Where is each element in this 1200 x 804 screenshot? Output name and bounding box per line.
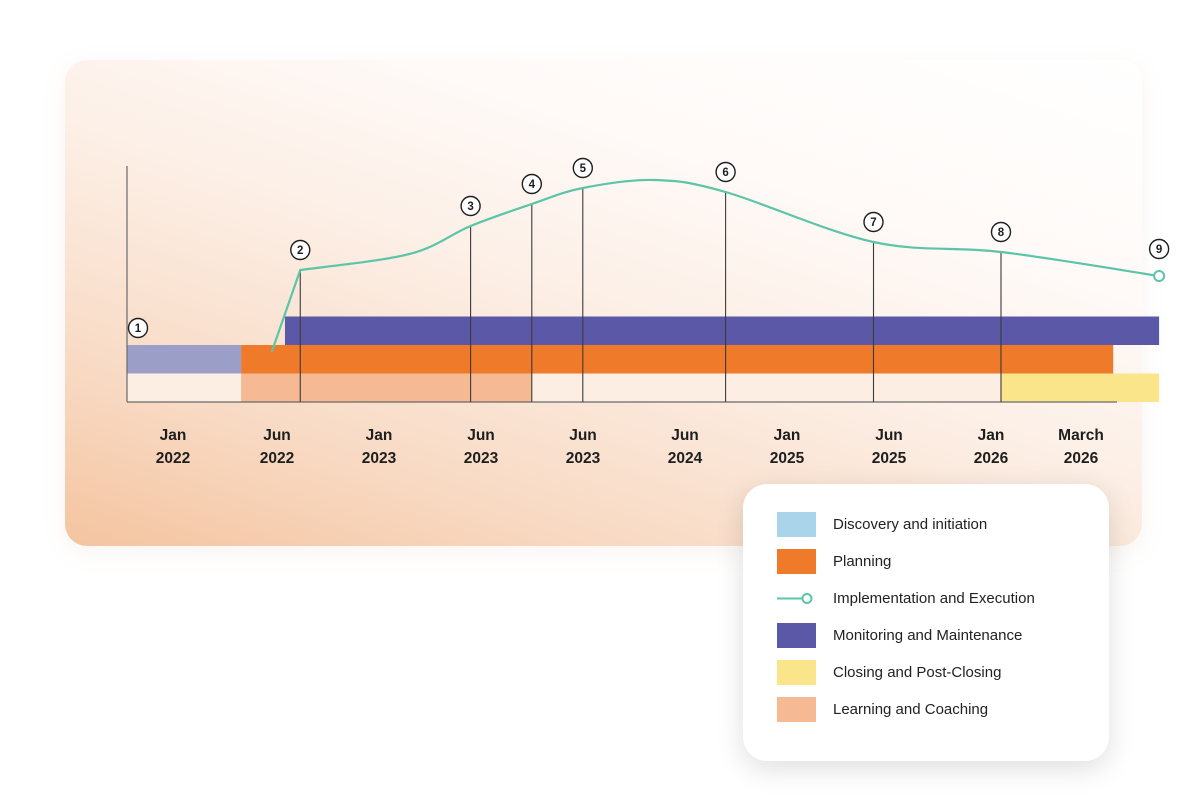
milestone-badge	[715, 161, 736, 183]
x-tick-label: 2025	[872, 450, 907, 467]
milestone-badge	[990, 221, 1012, 243]
legend-item-monitoring: Monitoring and Maintenance	[777, 622, 1109, 648]
legend-label: Discovery and initiation	[833, 515, 988, 533]
curve-end-marker	[1153, 270, 1166, 282]
legend-swatch	[777, 548, 816, 574]
x-tick-label: Jan	[978, 427, 1005, 444]
legend-label: Monitoring and Maintenance	[833, 626, 1023, 644]
legend-label: Closing and Post-Closing	[833, 663, 1002, 681]
legend-swatch	[777, 696, 816, 722]
implementation-curve	[270, 178, 1160, 353]
x-tick-label: 2025	[770, 450, 805, 467]
legend-swatch	[777, 622, 816, 648]
x-tick-label: Jun	[875, 427, 903, 444]
x-tick-label: March	[1058, 427, 1104, 444]
milestone-number: 4	[529, 179, 536, 191]
milestone-badge	[863, 211, 884, 233]
milestone-number: 2	[297, 245, 303, 257]
milestone-badge	[521, 173, 542, 195]
gantt-bar	[1001, 373, 1160, 402]
gantt-bar	[241, 345, 1114, 374]
gantt-bar	[241, 373, 532, 402]
legend-item-planning: Planning	[777, 548, 1109, 574]
milestone-number: 9	[1156, 244, 1162, 256]
milestone-number: 1	[135, 323, 142, 335]
milestone-badge	[460, 195, 481, 217]
gantt-bar	[284, 316, 1160, 345]
milestone-number: 3	[467, 201, 473, 213]
legend-label: Implementation and Execution	[833, 589, 1035, 607]
milestone-number: 7	[870, 217, 876, 229]
milestone-badge	[1148, 238, 1170, 260]
legend-swatch	[777, 659, 816, 685]
x-tick-label: Jan	[774, 427, 801, 444]
x-tick-label: 2026	[974, 450, 1009, 467]
milestone-badge	[127, 317, 149, 339]
x-tick-label: Jan	[160, 427, 187, 444]
legend-label: Learning and Coaching	[833, 700, 989, 718]
x-tick-label: 2023	[362, 450, 397, 467]
legend-item-discovery: Discovery and initiation	[777, 511, 1109, 537]
x-tick-label: Jun	[263, 427, 291, 444]
legend-panel: Discovery and initiation Planning Implem…	[743, 484, 1109, 761]
legend-item-implementation: Implementation and Execution	[777, 585, 1109, 611]
gantt-bar	[127, 345, 242, 374]
x-tick-label: 2023	[464, 450, 499, 467]
x-tick-label: 2022	[260, 450, 294, 467]
milestone-badge	[572, 157, 593, 179]
x-tick-label: Jan	[366, 427, 393, 444]
milestone-badge	[290, 239, 311, 261]
legend-swatch	[777, 511, 816, 537]
milestone-number: 6	[722, 167, 728, 179]
x-tick-label: 2022	[156, 450, 190, 467]
legend-item-closing: Closing and Post-Closing	[777, 659, 1109, 685]
line-marker-icon	[777, 592, 813, 604]
x-tick-label: 2023	[566, 450, 601, 467]
x-tick-label: Jun	[569, 427, 597, 444]
x-tick-label: 2024	[668, 450, 703, 467]
legend-line-marker	[801, 592, 813, 604]
x-tick-label: Jun	[467, 427, 495, 444]
milestone-number: 5	[580, 163, 587, 175]
legend-label: Planning	[833, 552, 892, 570]
x-tick-label: 2026	[1064, 450, 1099, 467]
legend-item-learning: Learning and Coaching	[777, 696, 1109, 722]
chart-card	[65, 60, 1142, 546]
x-tick-label: Jun	[671, 427, 699, 444]
milestone-number: 8	[998, 227, 1005, 239]
